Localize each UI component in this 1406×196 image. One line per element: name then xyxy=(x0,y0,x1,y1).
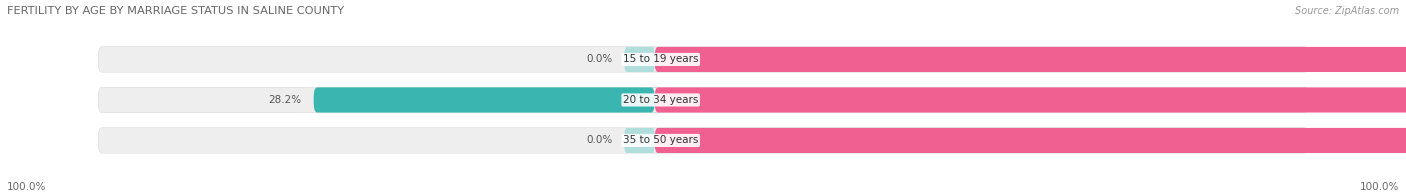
Text: 0.0%: 0.0% xyxy=(586,135,613,145)
Text: 20 to 34 years: 20 to 34 years xyxy=(623,95,699,105)
Text: Source: ZipAtlas.com: Source: ZipAtlas.com xyxy=(1295,6,1399,16)
FancyBboxPatch shape xyxy=(655,87,1406,113)
Text: 15 to 19 years: 15 to 19 years xyxy=(623,54,699,64)
FancyBboxPatch shape xyxy=(98,47,655,72)
FancyBboxPatch shape xyxy=(655,87,1308,113)
FancyBboxPatch shape xyxy=(98,128,1308,153)
Text: 28.2%: 28.2% xyxy=(269,95,301,105)
Text: 100.0%: 100.0% xyxy=(1360,182,1399,192)
Text: 100.0%: 100.0% xyxy=(7,182,46,192)
FancyBboxPatch shape xyxy=(655,128,1406,153)
FancyBboxPatch shape xyxy=(314,87,655,113)
FancyBboxPatch shape xyxy=(98,87,1308,113)
FancyBboxPatch shape xyxy=(98,87,655,113)
FancyBboxPatch shape xyxy=(98,47,1308,72)
FancyBboxPatch shape xyxy=(655,47,1308,72)
FancyBboxPatch shape xyxy=(655,47,1406,72)
FancyBboxPatch shape xyxy=(624,47,655,72)
Text: 0.0%: 0.0% xyxy=(586,54,613,64)
FancyBboxPatch shape xyxy=(655,128,1308,153)
FancyBboxPatch shape xyxy=(98,128,655,153)
FancyBboxPatch shape xyxy=(624,128,655,153)
Text: 35 to 50 years: 35 to 50 years xyxy=(623,135,699,145)
Text: FERTILITY BY AGE BY MARRIAGE STATUS IN SALINE COUNTY: FERTILITY BY AGE BY MARRIAGE STATUS IN S… xyxy=(7,6,344,16)
